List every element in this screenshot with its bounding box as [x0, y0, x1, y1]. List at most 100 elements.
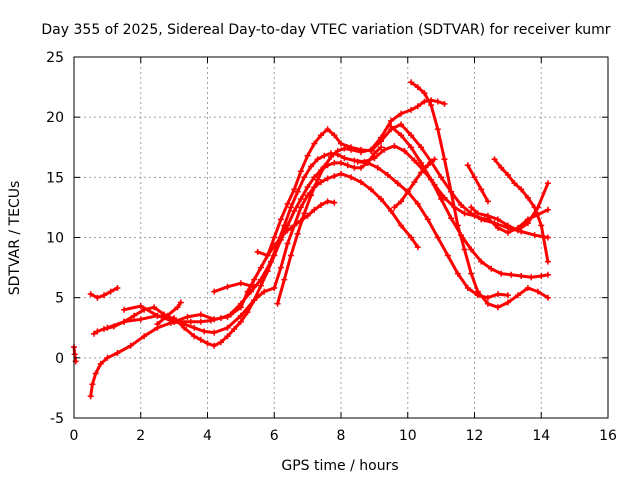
x-tick-label: 12 — [466, 428, 484, 444]
data-point — [364, 159, 371, 166]
y-tick-label: 10 — [46, 231, 64, 247]
data-point — [458, 202, 465, 208]
data-point — [434, 98, 441, 105]
data-point — [281, 276, 288, 283]
data-point — [271, 285, 278, 291]
series-arc-7 — [154, 299, 184, 328]
y-tick-label: 15 — [46, 170, 64, 186]
data-point — [277, 216, 284, 223]
data-point — [297, 168, 304, 175]
data-point — [231, 326, 238, 332]
data-point — [398, 222, 405, 229]
data-point — [261, 288, 268, 295]
data-point — [301, 210, 308, 217]
data-point — [448, 188, 455, 195]
y-tick-label: 0 — [55, 351, 64, 367]
data-point — [314, 176, 321, 183]
data-point — [137, 316, 144, 323]
data-point — [344, 162, 351, 169]
data-point — [408, 234, 415, 241]
data-point — [104, 354, 111, 361]
data-point — [237, 318, 244, 325]
data-point — [348, 146, 354, 153]
data-point — [331, 173, 338, 180]
data-point — [431, 156, 438, 163]
data-point — [421, 98, 428, 105]
data-point — [504, 222, 511, 229]
data-point — [414, 103, 421, 110]
data-point — [237, 300, 244, 307]
chart-title: Day 355 of 2025, Sidereal Day-to-day VTE… — [41, 22, 610, 38]
data-point — [211, 288, 218, 295]
data-point — [438, 174, 445, 181]
data-point — [301, 174, 308, 181]
data-point — [251, 297, 258, 304]
data-point — [331, 199, 338, 206]
data-point — [371, 155, 378, 162]
data-point — [351, 157, 358, 164]
data-point — [284, 240, 291, 247]
x-tick-label: 10 — [399, 428, 417, 444]
data-point — [338, 140, 344, 147]
data-point — [174, 304, 181, 311]
data-point — [114, 285, 121, 291]
data-point — [92, 370, 99, 377]
series-line — [122, 144, 486, 324]
data-point — [421, 90, 428, 97]
data-point — [511, 180, 518, 187]
data-point — [254, 248, 261, 255]
data-point — [544, 206, 551, 213]
data-point — [101, 292, 107, 299]
data-point — [498, 164, 505, 171]
data-point — [257, 282, 264, 289]
data-point — [331, 132, 338, 139]
data-point — [251, 283, 258, 290]
data-point — [474, 288, 481, 295]
data-point — [311, 206, 318, 213]
data-point — [89, 381, 96, 388]
data-point — [271, 234, 278, 241]
data-point — [528, 274, 535, 281]
data-point — [274, 300, 281, 307]
data-point — [401, 147, 408, 154]
data-point — [441, 100, 448, 107]
data-point — [318, 179, 324, 186]
data-point — [114, 350, 121, 356]
y-axis-label: SDTVAR / TECUs — [7, 181, 23, 296]
data-point — [478, 186, 485, 193]
series-arc-5 — [104, 144, 384, 349]
data-point — [454, 270, 461, 277]
data-point — [388, 117, 395, 124]
data-point — [304, 184, 311, 190]
data-point — [127, 342, 134, 349]
data-point — [354, 158, 361, 165]
data-point — [544, 258, 551, 265]
data-point — [154, 312, 161, 319]
data-point — [308, 192, 314, 199]
data-point — [414, 200, 421, 207]
data-point — [294, 188, 301, 195]
data-point — [358, 164, 364, 171]
data-point — [251, 276, 258, 283]
y-tick-label: 5 — [55, 291, 64, 307]
series-line — [212, 281, 256, 294]
data-point — [441, 156, 448, 163]
data-point — [197, 318, 204, 325]
data-point — [414, 84, 421, 91]
data-point — [468, 210, 475, 217]
data-point — [428, 176, 435, 183]
data-point — [544, 271, 551, 278]
data-point — [171, 318, 178, 325]
data-point — [434, 126, 441, 133]
data-point — [87, 393, 94, 400]
data-point — [304, 152, 311, 159]
data-point — [514, 224, 521, 231]
x-tick-label: 8 — [337, 428, 346, 444]
data-point — [368, 146, 374, 153]
data-point — [384, 171, 391, 178]
data-point — [538, 222, 545, 229]
data-point — [531, 232, 538, 239]
data-point — [211, 329, 218, 336]
series-layer — [71, 79, 551, 400]
